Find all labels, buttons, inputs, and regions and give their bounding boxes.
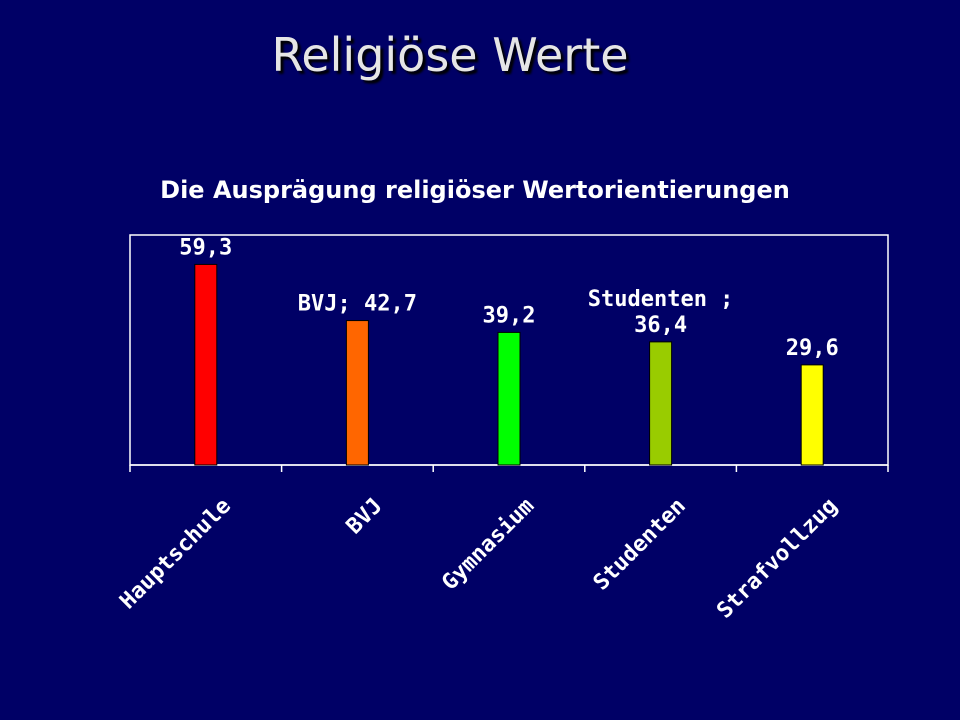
data-label: 29,6 xyxy=(786,336,839,361)
bar-gymnasium xyxy=(497,331,521,466)
slide-title: Religiöse Werte xyxy=(271,28,629,82)
data-label: Studenten ; xyxy=(588,287,734,312)
bar-hauptschule xyxy=(194,263,218,466)
category-label: Strafvollzug xyxy=(712,494,842,624)
bars xyxy=(194,263,824,466)
data-labels: 59,3 BVJ; 42,7 39,2 Studenten ;36,4 29,6 xyxy=(179,235,838,360)
data-label: 59,3 xyxy=(179,235,232,260)
chart-title: Die Ausprägung religiöser Wertorientieru… xyxy=(160,176,790,204)
category-label: Gymnasium xyxy=(437,494,539,596)
category-label: Studenten xyxy=(589,494,691,596)
category-label: BVJ xyxy=(342,494,388,540)
category-label: Hauptschule xyxy=(115,494,236,615)
bar-strafvollzug xyxy=(800,364,824,466)
data-label: BVJ; 42,7 xyxy=(298,292,417,317)
data-label: 39,2 xyxy=(483,303,536,328)
bar-studenten xyxy=(649,341,673,466)
x-axis-ticks xyxy=(129,465,889,472)
category-labels: Hauptschule BVJ Gymnasium Studenten Strafvol… xyxy=(115,494,842,624)
bar-bvj xyxy=(345,320,369,466)
data-label: 36,4 xyxy=(634,313,687,338)
